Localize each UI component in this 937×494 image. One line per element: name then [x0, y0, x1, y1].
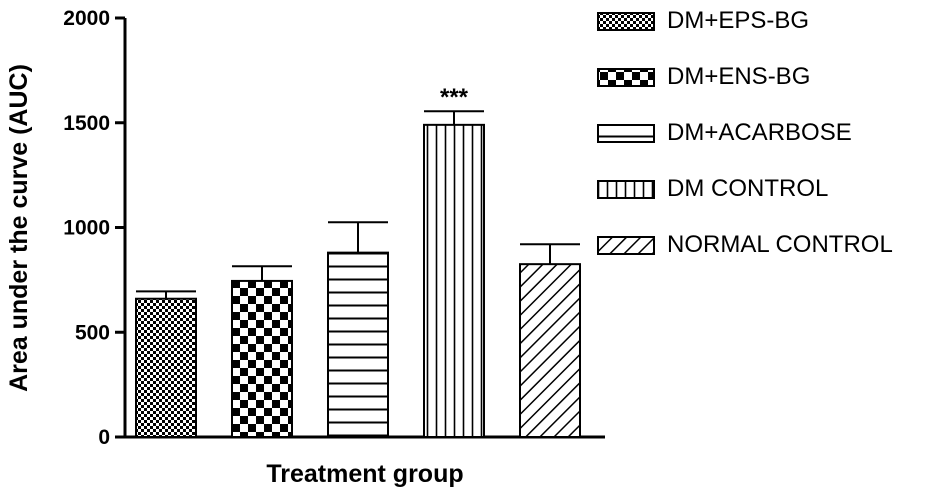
bar [327, 251, 389, 438]
bars [135, 123, 581, 439]
error-bars [136, 110, 580, 299]
legend-swatch [597, 236, 655, 255]
bar [423, 123, 485, 438]
significance-annotation: *** [440, 84, 469, 111]
annotations: *** [440, 84, 469, 111]
y-tick-label: 1000 [63, 217, 110, 240]
legend-label: DM+ENS-BG [667, 63, 810, 90]
y-tick-label: 2000 [63, 7, 110, 30]
y-axis-ticks: 0 500 1000 1500 2000 [63, 7, 125, 449]
y-axis-title: Area under the curve (AUC) [5, 64, 33, 392]
legend-swatch [597, 180, 655, 199]
legend-swatch [597, 12, 655, 31]
legend-label: NORMAL CONTROL [667, 231, 893, 258]
legend-label: DM+ACARBOSE [667, 119, 852, 146]
bar [519, 263, 581, 438]
bar [135, 297, 197, 439]
x-axis-title: Treatment group [266, 460, 463, 488]
legend: DM+EPS-BG DM+ENS-BG DM+ACARBOSE DM CONTROL N… [597, 7, 893, 258]
legend-label: DM+EPS-BG [667, 7, 809, 34]
y-tick-label: 500 [75, 321, 110, 344]
legend-swatch [597, 68, 655, 87]
y-tick-label: 1500 [63, 112, 110, 135]
y-tick-label: 0 [98, 426, 110, 449]
bar [231, 279, 293, 438]
legend-label: DM CONTROL [667, 175, 828, 202]
legend-swatch [597, 124, 655, 143]
